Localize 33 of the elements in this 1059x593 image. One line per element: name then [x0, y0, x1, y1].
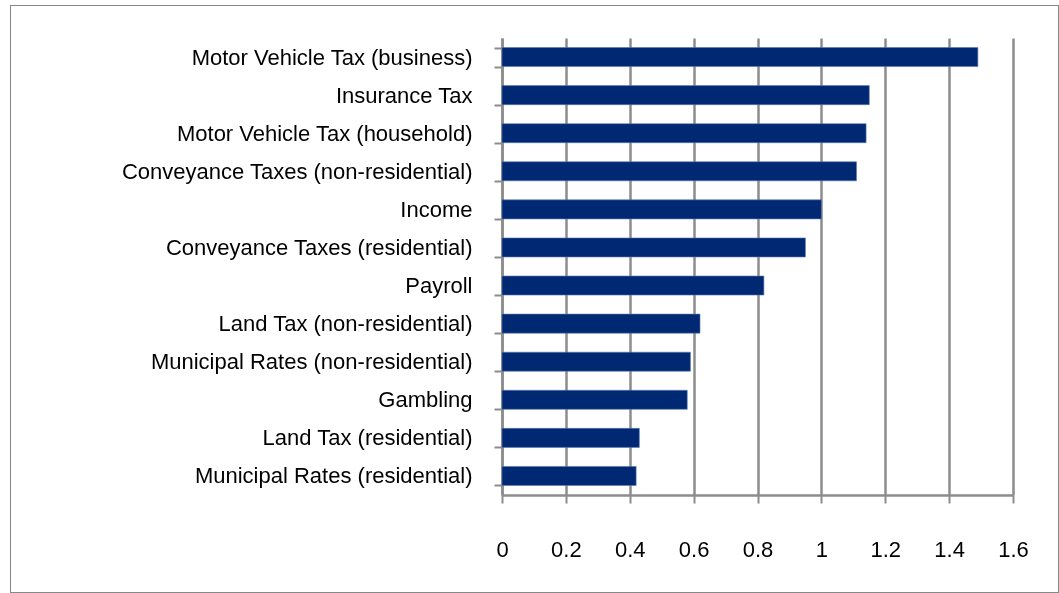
bar	[501, 47, 979, 67]
y-tick-label: Motor Vehicle Tax (business)	[191, 44, 473, 70]
bar	[501, 123, 867, 144]
y-tick-label: Gambling	[378, 387, 473, 413]
bar	[501, 85, 870, 105]
bar	[501, 428, 640, 448]
bar	[501, 351, 691, 372]
bar	[501, 466, 637, 486]
y-tick-label: Municipal Rates (non-residential)	[150, 349, 473, 375]
y-tick-label: Payroll	[405, 273, 473, 299]
y-tick-label: Land Tax (non-residential)	[218, 311, 473, 337]
y-tick-label: Conveyance Taxes (residential)	[165, 234, 473, 260]
bar	[501, 161, 857, 182]
y-tick-label: Conveyance Taxes (non-residential)	[121, 158, 473, 184]
bar	[501, 313, 701, 334]
bar	[501, 389, 688, 410]
x-tick-label: 1.2	[870, 536, 902, 562]
bar	[501, 237, 806, 258]
bar	[501, 199, 822, 220]
x-tick-label: 0.2	[551, 536, 582, 562]
y-tick-label: Income	[400, 196, 473, 222]
x-tick-label: 1.4	[934, 536, 965, 562]
y-tick-label: Motor Vehicle Tax (household)	[176, 120, 473, 146]
x-tick-label: 0.6	[678, 536, 710, 562]
y-tick-label: Insurance Tax	[335, 82, 473, 108]
x-tick-label: 1.6	[998, 536, 1029, 562]
x-tick-label: 0	[496, 536, 509, 562]
y-tick-label: Municipal Rates (residential)	[194, 463, 473, 489]
bar	[501, 275, 765, 296]
x-tick-label: 0.4	[614, 536, 646, 562]
x-tick-label: 1	[815, 536, 828, 562]
x-tick-label: 0.8	[742, 536, 774, 562]
y-tick-label: Land Tax (residential)	[262, 425, 473, 451]
